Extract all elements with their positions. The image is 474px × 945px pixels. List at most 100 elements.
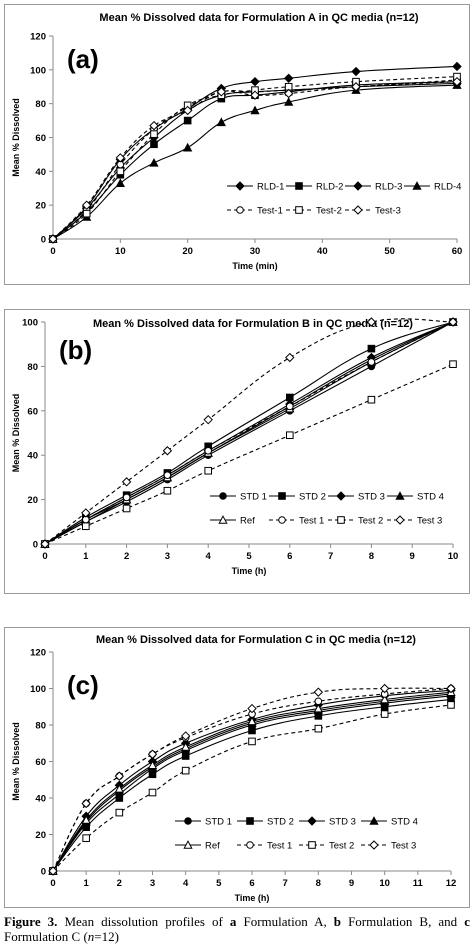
- chart-c-series-test-2-point: [148, 788, 157, 797]
- caption-n: n: [87, 929, 95, 944]
- chart-b-series-test-3-point: [285, 352, 295, 363]
- chart-c-legend-ref-swatch-marker: [183, 840, 193, 849]
- chart-c-series-ref-point: [313, 703, 323, 713]
- chart-a-y-tick-label: 40: [35, 167, 46, 178]
- chart-c-series-test-2-point: [181, 766, 190, 775]
- chart-b-x-tick-label: 3: [165, 551, 170, 562]
- chart-b-x-tick-label: 7: [328, 551, 333, 562]
- chart-b-series-test-1-point: [163, 471, 172, 479]
- chart-a-series-rld-3-point: [351, 66, 361, 77]
- chart-c-legend-std-4-label: STD 4: [391, 817, 418, 828]
- chart-b-series-test-1-point: [367, 358, 376, 366]
- chart-c-series-test-3-point: [313, 687, 324, 697]
- chart-c-series-std-2-point: [115, 794, 124, 802]
- chart-b-series-std-2-point: [367, 344, 376, 353]
- chart-b-y-tick-label: 80: [27, 362, 38, 373]
- chart-c-series-std-2-point: [181, 752, 190, 760]
- chart-a-y-axis-label: Mean % Dissolved: [11, 98, 21, 177]
- chart-a-legend-rld-2-swatch-marker: [295, 182, 303, 190]
- chart-a-y-tick-label: 120: [30, 32, 46, 43]
- chart-c-legend-test-2-label: Test 2: [329, 841, 354, 852]
- chart-c-x-tick-label: 11: [413, 878, 424, 889]
- chart-b-x-tick-label: 5: [246, 551, 252, 562]
- chart-b-y-tick-label: 60: [27, 406, 38, 417]
- chart-c-series-test-3-point: [48, 866, 58, 876]
- chart-a-series-rld-2-point: [183, 116, 192, 125]
- chart-b-legend-test-1-label: Test 1: [299, 516, 324, 527]
- chart-c-series-ref-point: [380, 694, 390, 704]
- chart-c-series-test-3-point: [379, 683, 390, 694]
- chart-b-x-tick-label: 4: [206, 551, 212, 562]
- chart-b-svg: Mean % Dissolved data for Formulation B …: [11, 317, 459, 576]
- chart-a-series-rld-4-point: [183, 142, 193, 152]
- chart-b-legend-ref-swatch-marker: [218, 515, 228, 524]
- chart-a-legend-rld-3-label: RLD-3: [375, 182, 402, 193]
- chart-b-y-axis-label: Mean % Dissolved: [11, 394, 21, 473]
- chart-a-series-test-3-point: [452, 76, 462, 87]
- chart-b-series-test-1-point: [286, 402, 294, 411]
- chart-b-legend-std-4-swatch-marker: [395, 491, 405, 500]
- chart-b-x-tick-label: 9: [410, 551, 415, 562]
- chart-b-legend-test-3-label: Test 3: [417, 516, 442, 527]
- chart-b-legend-std-1-label: STD 1: [240, 492, 267, 503]
- chart-b-series-test-3-point: [366, 317, 377, 327]
- chart-b-legend-test-1-swatch-marker: [278, 516, 286, 524]
- chart-c-legend-std-2-label: STD 2: [267, 817, 294, 828]
- chart-a-series-rld-2-point: [150, 140, 158, 149]
- chart-b-legend-std-3-label: STD 3: [358, 492, 385, 503]
- chart-c-series-test-3-point: [147, 749, 158, 759]
- chart-c-y-axis-label: Mean % Dissolved: [11, 722, 21, 801]
- chart-a-series-rld-3-point: [250, 76, 260, 87]
- chart-c-series-ref-point: [181, 742, 191, 751]
- chart-c-series-test-3-point: [180, 731, 191, 741]
- chart-a-y-tick-label: 80: [35, 99, 46, 110]
- chart-c-x-axis-label: Time (h): [235, 893, 270, 903]
- chart-c-series-std-1-line: [52, 695, 452, 872]
- chart-c-x-tick-label: 7: [283, 878, 288, 889]
- chart-c-series-test-3-point: [247, 703, 257, 714]
- chart-b-panel-label: (b): [59, 335, 92, 365]
- chart-a-x-tick-label: 40: [317, 246, 328, 257]
- chart-c-series-test-3-point: [446, 683, 456, 694]
- chart-c-x-tick-label: 5: [216, 878, 222, 889]
- chart-b-y-tick-label: 40: [27, 451, 38, 462]
- chart-a-series-rld-4-point: [216, 117, 226, 127]
- chart-a-series-test-3-line: [52, 81, 458, 240]
- chart-c-series-std-2-point: [148, 770, 157, 779]
- chart-a-x-axis-label: Time (min): [232, 261, 277, 271]
- caption-text-5: =12): [94, 929, 119, 944]
- chart-b-x-axis-label: Time (h): [232, 566, 267, 576]
- chart-a-legend-rld-1-label: RLD-1: [257, 182, 284, 193]
- chart-b-series-test-1-point: [122, 493, 131, 502]
- chart-a-series-test-2-point: [82, 209, 91, 218]
- chart-a-series-test-3-point: [351, 82, 361, 92]
- chart-a-legend-rld-2-label: RLD-2: [316, 182, 343, 193]
- chart-b-y-tick-label: 0: [33, 540, 38, 551]
- chart-c-series-ref-line: [52, 691, 452, 872]
- chart-b-x-tick-label: 10: [448, 551, 459, 562]
- chart-b-series-test-2-point: [122, 504, 131, 513]
- chart-c-x-tick-label: 8: [316, 878, 321, 889]
- caption-letter-c: c: [464, 914, 470, 929]
- chart-b-series-test-3-line: [44, 318, 454, 545]
- chart-a-y-tick-label: 60: [35, 133, 46, 144]
- chart-a-panel-label: (a): [67, 44, 99, 74]
- chart-c-x-tick-label: 2: [117, 878, 122, 889]
- chart-b-series-test-2-line: [44, 363, 454, 545]
- chart-c-series-ref-point: [114, 784, 124, 793]
- chart-panel-a: Mean % Dissolved data for Formulation A …: [4, 4, 470, 285]
- chart-b-x-tick-label: 0: [42, 551, 47, 562]
- chart-c-y-tick-label: 100: [30, 684, 46, 695]
- chart-b-x-tick-label: 2: [124, 551, 129, 562]
- chart-c-legend-test-2-swatch-marker: [308, 841, 316, 849]
- chart-b-series-test-2-point: [367, 395, 376, 404]
- chart-b-legend-test-2-label: Test 2: [358, 516, 383, 527]
- caption-text-1: Mean dissolution profiles of: [57, 914, 230, 929]
- caption-text-3: Formulation B, and: [341, 914, 465, 929]
- chart-a-series-test-3-point: [250, 90, 260, 100]
- chart-a-series-test-2-line: [52, 76, 458, 240]
- chart-b-legend-std-4-label: STD 4: [417, 492, 444, 503]
- chart-c-series-test-2-point: [115, 808, 124, 817]
- chart-a-svg: Mean % Dissolved data for Formulation A …: [11, 12, 462, 271]
- chart-c-legend-test-3-label: Test 3: [391, 841, 416, 852]
